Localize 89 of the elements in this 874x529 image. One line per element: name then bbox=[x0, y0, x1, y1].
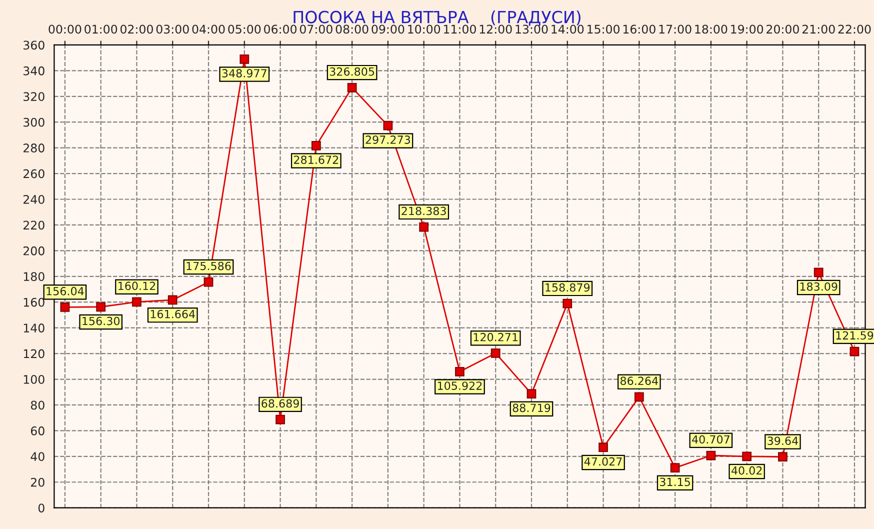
x-tick-label: 13:00 bbox=[516, 24, 548, 34]
y-tick-label: 300 bbox=[24, 118, 44, 127]
x-tick-label: 16:00 bbox=[623, 24, 656, 34]
point bbox=[132, 297, 142, 307]
text: 348.977 bbox=[222, 69, 266, 78]
x-tick-label: 09:00 bbox=[372, 24, 404, 34]
text: 218.383 bbox=[402, 206, 446, 216]
x-tick-label: 06:00 bbox=[264, 24, 297, 34]
y-tick-label: 160 bbox=[24, 298, 44, 307]
point bbox=[168, 295, 178, 305]
y-tick-label: 140 bbox=[24, 324, 44, 332]
x-tick-label: 12:00 bbox=[480, 24, 512, 34]
text: 40.707 bbox=[692, 435, 730, 444]
text: 31.15 bbox=[660, 478, 690, 486]
y-tick-label: 340 bbox=[24, 66, 44, 76]
x-tick-label: 05:00 bbox=[228, 24, 261, 34]
text: 39.64 bbox=[768, 436, 798, 445]
x-tick-label: 14:00 bbox=[552, 24, 584, 34]
point bbox=[96, 302, 106, 312]
point bbox=[850, 346, 860, 356]
chart-title: ПОСОКА НА ВЯТЪРА (ГРАДУСИ) bbox=[294, 10, 580, 26]
y-tick-label: 180 bbox=[24, 272, 44, 282]
x-tick-label: 03:00 bbox=[156, 24, 189, 34]
y-tick-label: 40 bbox=[30, 452, 44, 462]
x-tick-label: 08:00 bbox=[336, 24, 368, 34]
text: 47.027 bbox=[584, 457, 622, 466]
point bbox=[562, 298, 572, 308]
point bbox=[814, 268, 824, 278]
x-tick-label: 11:00 bbox=[444, 24, 476, 34]
point bbox=[598, 442, 608, 452]
point bbox=[311, 140, 321, 150]
y-tick-label: 80 bbox=[30, 400, 44, 410]
text: 281.672 bbox=[294, 156, 338, 164]
x-tick-label: 04:00 bbox=[192, 24, 225, 34]
x-tick-label: 18:00 bbox=[695, 24, 728, 34]
y-tick-label: 0 bbox=[38, 504, 44, 512]
y-tick-label: 320 bbox=[24, 92, 44, 102]
text: 156.04 bbox=[46, 286, 84, 296]
text: 183.09 bbox=[800, 282, 838, 291]
x-tick-label: 21:00 bbox=[802, 24, 835, 34]
x-tick-label: 00:00 bbox=[48, 24, 82, 34]
point bbox=[204, 277, 214, 287]
text: 160.12 bbox=[118, 282, 156, 290]
y-tick-label: 100 bbox=[24, 374, 44, 384]
x-tick-label: 01:00 bbox=[84, 24, 118, 34]
text: 175.586 bbox=[186, 262, 231, 270]
text: 105.922 bbox=[438, 382, 482, 390]
y-tick-label: 220 bbox=[23, 220, 44, 230]
point bbox=[60, 302, 70, 312]
point bbox=[347, 82, 357, 92]
point bbox=[276, 414, 285, 424]
text: 326.805 bbox=[330, 67, 374, 76]
text: 121.59 bbox=[836, 331, 874, 340]
text: 40.02 bbox=[731, 466, 762, 475]
text: 297.273 bbox=[366, 136, 410, 144]
point bbox=[240, 54, 250, 64]
text: 88.719 bbox=[512, 404, 550, 412]
y-tick-label: 280 bbox=[23, 144, 44, 152]
y-tick-label: 60 bbox=[30, 426, 44, 436]
point bbox=[526, 389, 536, 398]
x-tick-label: 19:00 bbox=[731, 24, 764, 34]
x-tick-label: 10:00 bbox=[408, 24, 440, 34]
point bbox=[634, 392, 644, 402]
point bbox=[670, 463, 680, 472]
text: 120.271 bbox=[474, 332, 518, 342]
y-tick-label: 120 bbox=[24, 349, 44, 358]
x-tick-label: 20:00 bbox=[766, 24, 799, 34]
text: 86.264 bbox=[620, 376, 658, 386]
y-tick-label: 200 bbox=[23, 246, 44, 256]
point bbox=[490, 348, 500, 358]
y-tick-label: 260 bbox=[23, 169, 44, 178]
text: 156.30 bbox=[82, 316, 120, 326]
point bbox=[419, 222, 429, 232]
x-tick-label: 22:00 bbox=[838, 24, 871, 34]
x-tick-label: 02:00 bbox=[120, 24, 153, 34]
x-tick-label: 17:00 bbox=[659, 24, 692, 34]
text: 161.664 bbox=[150, 310, 195, 318]
y-tick-label: 20 bbox=[31, 478, 44, 487]
x-tick-label: 15:00 bbox=[588, 24, 620, 34]
y-tick-label: 360 bbox=[24, 40, 44, 50]
text: 158.879 bbox=[546, 283, 590, 292]
point bbox=[455, 366, 464, 376]
point bbox=[706, 450, 716, 460]
y-tick-label: 240 bbox=[23, 194, 44, 204]
point bbox=[778, 452, 788, 462]
text: 68.689 bbox=[262, 399, 299, 408]
point bbox=[383, 120, 393, 130]
point bbox=[742, 452, 752, 462]
x-tick-label: 07:00 bbox=[300, 24, 332, 34]
